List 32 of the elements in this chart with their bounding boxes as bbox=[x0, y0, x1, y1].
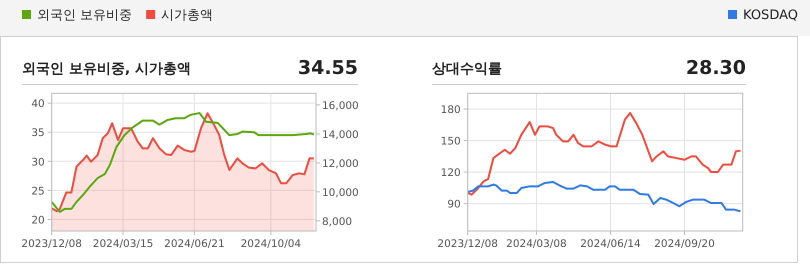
x-tick-label: 2024/09/20 bbox=[654, 238, 715, 250]
y-tick-label: 120 bbox=[440, 167, 461, 180]
line-series bbox=[50, 112, 315, 213]
y-tick-label: 90 bbox=[447, 198, 461, 211]
text: 28.30 bbox=[686, 57, 746, 79]
chart-title: 상대수익률 bbox=[432, 61, 502, 77]
x-tick-label: 2024/03/08 bbox=[506, 238, 567, 250]
chart-title: 외국인 보유비중, 시가총액 bbox=[22, 61, 192, 77]
legend-label: 시가총액 bbox=[161, 8, 214, 23]
x-tick-label: 2024/06/14 bbox=[580, 238, 642, 250]
legend-label: 외국인 보유비중 bbox=[37, 8, 132, 23]
y-tick-label: 30 bbox=[31, 156, 45, 168]
y-tick-label: 150 bbox=[440, 136, 461, 148]
x-tick-label: 2024/10/04 bbox=[240, 238, 302, 250]
y-tick-label: 25 bbox=[31, 185, 45, 198]
line-series bbox=[466, 112, 742, 196]
legend-label: KOSDAQ bbox=[743, 8, 798, 23]
y2-tick-label: 16,000 bbox=[322, 100, 359, 112]
y2-tick-label: 8,000 bbox=[322, 216, 352, 228]
y2-tick-label: 10,000 bbox=[322, 186, 359, 199]
y-tick-label: 20 bbox=[31, 214, 45, 226]
text: 34.55 bbox=[298, 57, 358, 79]
y-tick-label: 40 bbox=[31, 98, 45, 110]
y-tick-label: 180 bbox=[440, 104, 461, 116]
x-tick-label: 2023/12/08 bbox=[437, 238, 498, 250]
x-tick-label: 2024/03/15 bbox=[92, 238, 154, 250]
x-tick-label: 2024/06/21 bbox=[164, 238, 225, 250]
x-tick-label: 2023/12/08 bbox=[21, 238, 82, 250]
y-tick-label: 35 bbox=[31, 127, 45, 140]
y2-tick-label: 12,000 bbox=[322, 158, 359, 170]
line-series bbox=[466, 181, 742, 212]
y2-tick-label: 14,000 bbox=[322, 128, 359, 141]
